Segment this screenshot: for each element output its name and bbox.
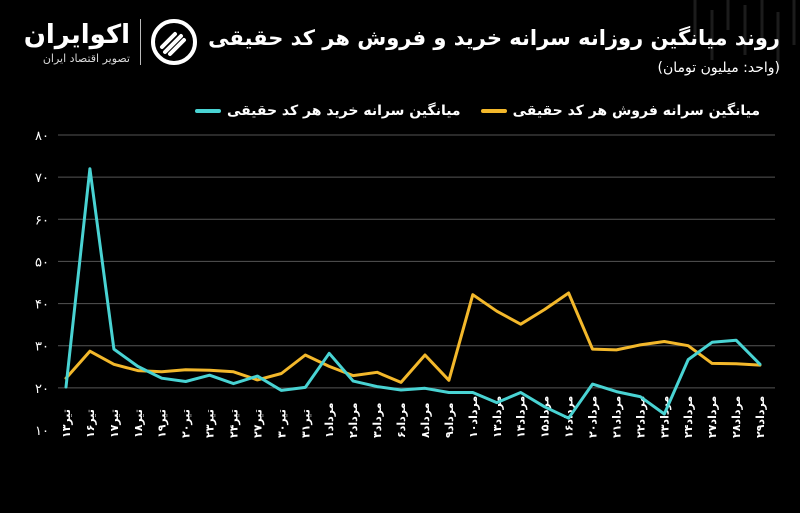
x-tick-label: مرداد۲۲ xyxy=(634,396,647,438)
x-tick-label: تیر۱۸ xyxy=(132,409,145,438)
x-tick-label: تیر۲۳ xyxy=(204,409,217,438)
chart-legend: میانگین سرانه خرید هر کد حقیقی میانگین س… xyxy=(194,103,760,119)
x-tick-label: مرداد۱۴ xyxy=(515,396,528,438)
x-tick-label: مرداد۲۴ xyxy=(682,396,695,438)
x-tick-label: تیر۲۷ xyxy=(251,409,264,438)
y-tick-label: ۵۰ xyxy=(35,255,49,270)
x-tick-label: مرداد۸ xyxy=(419,403,432,438)
series-line-buy xyxy=(64,167,762,420)
legend-item-buy: میانگین سرانه خرید هر کد حقیقی xyxy=(194,103,461,119)
series-line-sell xyxy=(64,291,762,384)
chart-title: روند میانگین روزانه سرانه خرید و فروش هر… xyxy=(208,26,780,50)
legend-swatch-buy xyxy=(194,109,221,113)
y-tick-label: ۶۰ xyxy=(35,213,49,228)
brand-name: اکوایران xyxy=(23,19,130,50)
x-tick-label: مرداد۱۵ xyxy=(539,396,552,438)
x-tick-label: مرداد۲۱ xyxy=(610,396,623,438)
chart-unit-label: (واحد: میلیون تومان) xyxy=(657,60,780,76)
x-tick-label: تیر۱۹ xyxy=(156,409,169,438)
brand-tagline: تصویر اقتصاد ایران xyxy=(42,51,130,65)
x-tick-label: مرداد۲۷ xyxy=(706,396,719,438)
x-tick-label: مرداد۱۳ xyxy=(491,396,504,438)
y-tick-label: ۳۰ xyxy=(35,340,49,355)
x-tick-label: مرداد۲۰ xyxy=(586,396,599,438)
y-tick-label: ۱۰ xyxy=(35,424,49,439)
x-tick-label: مرداد۶ xyxy=(395,403,408,438)
y-tick-label: ۷۰ xyxy=(35,171,49,186)
x-tick-label: مرداد۲۹ xyxy=(754,396,767,438)
x-tick-label: مرداد۲۸ xyxy=(730,396,743,438)
y-tick-label: ۴۰ xyxy=(35,298,49,313)
x-tick-label: تیر۱۷ xyxy=(108,409,121,438)
x-tick-label: تیر۳۱ xyxy=(299,409,312,438)
legend-label-sell: میانگین سرانه فروش هر کد حقیقی xyxy=(512,103,760,119)
legend-item-sell: میانگین سرانه فروش هر کد حقیقی xyxy=(480,103,760,119)
x-tick-label: تیر۳۰ xyxy=(275,409,288,438)
x-tick-label: مرداد۲ xyxy=(347,403,360,438)
y-tick-label: ۸۰ xyxy=(35,129,49,144)
brand-logo: اکوایران تصویر اقتصاد ایران xyxy=(24,14,205,70)
logo-divider xyxy=(140,19,141,65)
x-tick-label: مرداد۱ xyxy=(323,403,336,438)
y-tick-label: ۲۰ xyxy=(35,382,49,397)
legend-label-buy: میانگین سرانه خرید هر کد حقیقی xyxy=(226,103,461,119)
x-tick-label: مرداد۱۰ xyxy=(467,396,480,438)
brand-mark-icon xyxy=(151,19,197,65)
legend-swatch-sell xyxy=(480,109,507,113)
x-tick-label: تیر۲۰ xyxy=(180,409,193,438)
x-tick-label: تیر۲۴ xyxy=(228,409,241,438)
x-tick-label: مرداد۳ xyxy=(371,403,384,438)
x-tick-label: تیر۱۶ xyxy=(84,409,97,438)
x-tick-label: مرداد۹ xyxy=(443,403,456,438)
x-tick-label: تیر۱۳ xyxy=(60,409,73,438)
